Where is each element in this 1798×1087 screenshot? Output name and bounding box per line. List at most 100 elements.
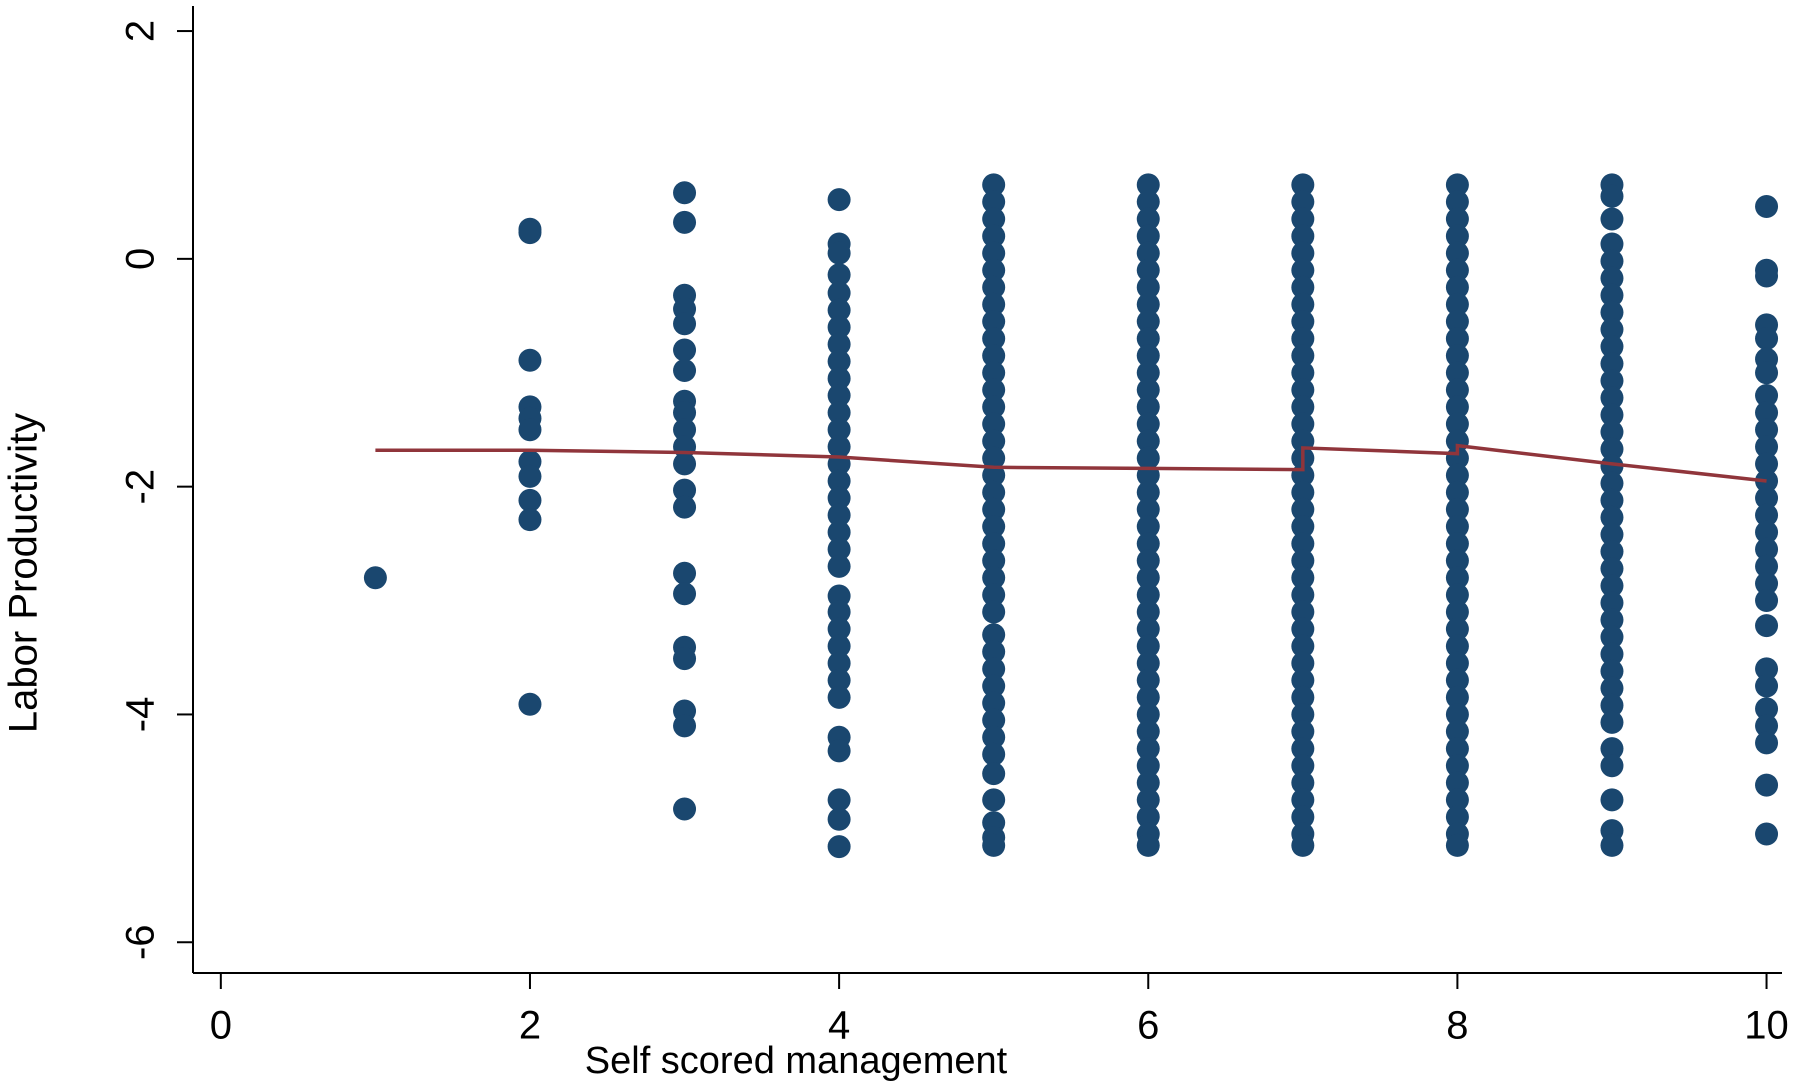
point	[1136, 241, 1160, 265]
point	[1291, 344, 1315, 368]
point	[1600, 454, 1624, 478]
point	[1755, 418, 1779, 442]
point	[1291, 378, 1315, 402]
point	[1136, 446, 1160, 470]
point	[1136, 497, 1160, 521]
point	[1600, 369, 1624, 393]
point	[1445, 412, 1469, 436]
point	[982, 173, 1006, 197]
point	[518, 348, 542, 372]
point	[518, 464, 542, 488]
point	[1445, 515, 1469, 539]
point	[1755, 401, 1779, 425]
point	[518, 418, 542, 442]
point	[1600, 659, 1624, 683]
point	[1755, 503, 1779, 527]
point	[1445, 549, 1469, 573]
point	[1136, 480, 1160, 504]
point	[982, 292, 1006, 316]
point	[1600, 403, 1624, 427]
point	[1136, 566, 1160, 590]
point	[982, 463, 1006, 487]
point	[1136, 327, 1160, 351]
point	[1291, 207, 1315, 231]
point	[1136, 309, 1160, 333]
point	[982, 412, 1006, 436]
point	[1291, 480, 1315, 504]
point	[1755, 773, 1779, 797]
point	[1600, 266, 1624, 290]
point	[1136, 617, 1160, 641]
point	[1136, 173, 1160, 197]
point	[1291, 412, 1315, 436]
point	[1600, 184, 1624, 208]
point	[1136, 583, 1160, 607]
point	[1445, 737, 1469, 761]
point	[982, 241, 1006, 265]
point	[1445, 617, 1469, 641]
point	[1445, 361, 1469, 385]
point	[1600, 754, 1624, 778]
point	[1445, 668, 1469, 692]
point	[1445, 275, 1469, 299]
point	[1600, 249, 1624, 273]
point	[827, 685, 851, 709]
point	[1136, 720, 1160, 744]
point	[1600, 833, 1624, 857]
point	[1291, 309, 1315, 333]
point	[982, 674, 1006, 698]
point	[982, 640, 1006, 664]
point	[1291, 275, 1315, 299]
point	[363, 566, 387, 590]
point	[1291, 617, 1315, 641]
point	[827, 739, 851, 763]
point	[1755, 384, 1779, 408]
point	[1291, 549, 1315, 573]
point	[827, 520, 851, 544]
point	[1136, 361, 1160, 385]
point	[982, 309, 1006, 333]
y-axis-title: Labor Productivity	[2, 413, 46, 733]
point	[1445, 754, 1469, 778]
x-axis-title: Self scored management	[585, 1040, 1008, 1082]
point	[1291, 532, 1315, 556]
x-tick-label: 10	[1744, 1004, 1789, 1048]
point	[673, 714, 697, 738]
point	[1600, 300, 1624, 324]
point	[827, 188, 851, 212]
point	[982, 207, 1006, 231]
point	[1291, 395, 1315, 419]
point	[1291, 788, 1315, 812]
point	[1445, 480, 1469, 504]
point	[827, 241, 851, 265]
point	[827, 315, 851, 339]
y-tick-label: 0	[119, 248, 163, 270]
point	[1600, 676, 1624, 700]
point	[1291, 566, 1315, 590]
point	[1600, 557, 1624, 581]
point	[673, 495, 697, 519]
point	[1445, 292, 1469, 316]
point	[673, 452, 697, 476]
point	[982, 497, 1006, 521]
point	[1445, 788, 1469, 812]
point	[982, 691, 1006, 715]
point	[1291, 720, 1315, 744]
y-tick-label: -6	[119, 924, 163, 960]
point	[1291, 190, 1315, 214]
point	[1136, 378, 1160, 402]
point	[982, 446, 1006, 470]
point	[1755, 520, 1779, 544]
point	[518, 692, 542, 716]
y-tick-label: 2	[119, 20, 163, 42]
point	[982, 258, 1006, 282]
point	[1600, 710, 1624, 734]
point	[982, 344, 1006, 368]
point	[1136, 275, 1160, 299]
point	[1136, 258, 1160, 282]
point	[1136, 412, 1160, 436]
point	[982, 275, 1006, 299]
point	[1445, 344, 1469, 368]
point	[1600, 737, 1624, 761]
point	[1291, 583, 1315, 607]
